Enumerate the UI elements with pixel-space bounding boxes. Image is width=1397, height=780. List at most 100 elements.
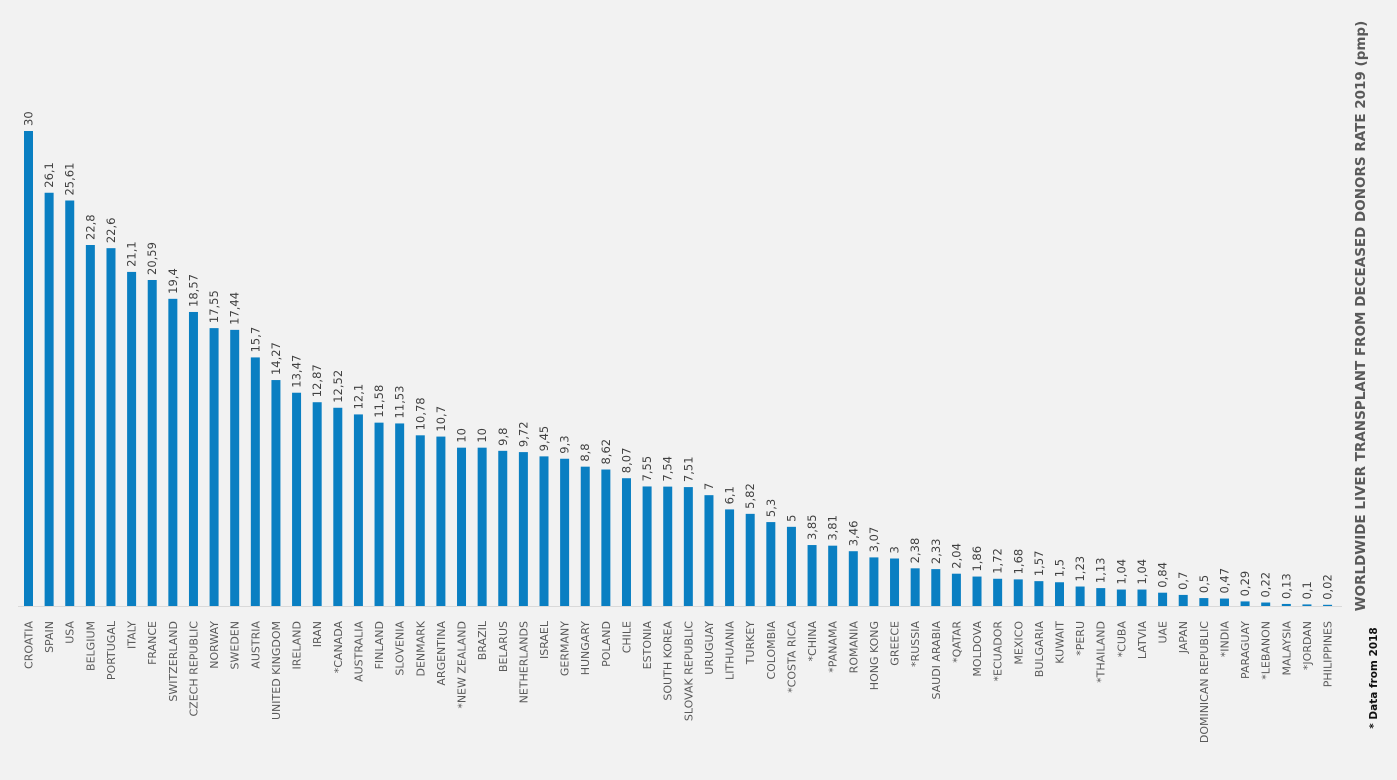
bar: [745, 513, 755, 606]
category-label: GREECE: [889, 621, 902, 666]
data-label: 11,58: [372, 385, 386, 418]
bar: [498, 450, 508, 606]
category-label: LITHUANIA: [724, 621, 737, 680]
data-label: 8,07: [619, 448, 633, 474]
data-label: 1,72: [991, 548, 1005, 574]
category-label: *COSTA RICA: [785, 621, 798, 693]
data-label: 1,86: [970, 546, 984, 572]
data-label: 19,4: [166, 268, 180, 294]
data-label: 25,61: [63, 163, 77, 196]
bar: [333, 407, 343, 606]
category-label: HUNGARY: [579, 621, 592, 676]
bar: [807, 545, 817, 606]
data-label: 9,8: [496, 428, 510, 446]
data-label: 9,45: [537, 426, 551, 452]
category-label: *CUBA: [1115, 621, 1128, 658]
bar: [24, 131, 33, 606]
category-label: POLAND: [600, 621, 613, 667]
category-label: TURKEY: [744, 621, 757, 666]
data-label: 10,7: [434, 406, 448, 432]
data-label: 7,55: [640, 456, 654, 482]
bar: [1096, 588, 1106, 606]
data-label: 8,62: [599, 439, 613, 465]
bar: [168, 298, 178, 606]
category-label: DENMARK: [414, 620, 427, 676]
data-label: 17,55: [207, 290, 221, 323]
bar: [1013, 579, 1023, 606]
category-label: PARAGUAY: [1239, 621, 1252, 679]
data-label: 1,04: [1135, 559, 1149, 585]
bar: [147, 279, 157, 606]
data-label: 1,04: [1114, 559, 1128, 585]
category-label: MOLDOVA: [971, 621, 984, 677]
data-label: 20,59: [145, 242, 159, 275]
bar: [766, 522, 776, 606]
data-label: 1,57: [1032, 551, 1046, 577]
bar: [1116, 589, 1126, 606]
category-label: *PANAMA: [827, 621, 840, 673]
bar: [951, 573, 961, 606]
bar: [539, 456, 549, 606]
category-label: HONG KONG: [868, 621, 881, 690]
category-label: UNITED KINGDOM: [270, 621, 283, 720]
category-label: *LEBANON: [1260, 621, 1273, 680]
category-label: CROATIA: [23, 621, 36, 669]
category-label: USA: [64, 621, 77, 644]
category-label: SOUTH KOREA: [662, 621, 675, 701]
data-label: 1,68: [1011, 549, 1025, 575]
bar: [44, 192, 54, 606]
bar: [374, 422, 384, 606]
bar: [1034, 581, 1044, 606]
category-label: PHILIPPINES: [1322, 621, 1335, 687]
bar: [601, 469, 611, 606]
data-label: 5,3: [764, 499, 778, 517]
bar: [292, 392, 302, 606]
bar: [828, 545, 838, 606]
category-label: KUWAIT: [1054, 621, 1067, 664]
data-label: 2,33: [929, 538, 943, 564]
data-label: 3,07: [867, 527, 881, 553]
bar: [621, 478, 631, 606]
data-label: 7,51: [681, 456, 695, 482]
category-label: FINLAND: [373, 621, 386, 669]
data-label: 2,04: [949, 543, 963, 569]
category-label: ISRAEL: [538, 620, 551, 659]
data-label: 0,02: [1321, 574, 1335, 600]
bar: [209, 328, 219, 606]
category-label: SLOVAK REPUBLIC: [682, 621, 695, 721]
category-label: SAUDI ARABIA: [930, 621, 943, 700]
data-label: 0,47: [1217, 568, 1231, 594]
category-label: AUSTRALIA: [352, 621, 365, 682]
data-label: 1,13: [1094, 557, 1108, 583]
bar: [848, 551, 858, 606]
bar: [1178, 594, 1188, 606]
data-label: 3,46: [846, 521, 860, 547]
data-label: 1,5: [1053, 559, 1067, 577]
data-label: 17,44: [228, 292, 242, 325]
bar: [65, 200, 75, 606]
bar: [683, 487, 693, 606]
data-label: 3: [888, 546, 902, 553]
category-label: SWEDEN: [229, 621, 242, 669]
chart-marks: 30 CROATIA 26,1 SPAIN 25,61 USA 22,8 BELGIUM 22,…: [18, 111, 1342, 743]
data-label: 13,47: [290, 355, 304, 388]
data-label: 12,1: [351, 384, 365, 410]
data-label: 2,38: [908, 538, 922, 564]
bar: [910, 568, 920, 606]
category-label: NETHERLANDS: [517, 621, 530, 703]
footnote: * Data from 2018: [1368, 627, 1380, 729]
data-label: 26,1: [42, 162, 56, 188]
category-label: ESTONIA: [641, 621, 654, 670]
category-label: AUSTRIA: [249, 621, 262, 669]
data-label: 18,57: [186, 274, 200, 307]
data-label: 3,85: [805, 514, 819, 540]
bar: [1137, 589, 1147, 606]
bar: [1302, 604, 1312, 606]
category-label: ARGENTINA: [435, 621, 448, 686]
category-label: URUGUAY: [703, 621, 716, 675]
category-label: *NEW ZEALAND: [456, 621, 469, 709]
category-label: BELGIUM: [84, 621, 97, 671]
bar: [1219, 598, 1229, 606]
bar: [127, 271, 137, 606]
bar: [477, 447, 487, 606]
